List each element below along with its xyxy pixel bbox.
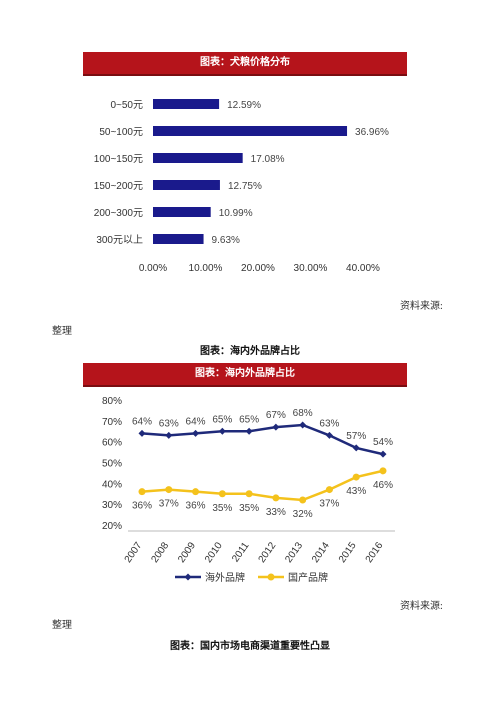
x-tick-label-0: 2007 <box>123 540 145 565</box>
x-tick-label-7: 2014 <box>310 540 332 565</box>
series-1-point-6 <box>299 496 307 504</box>
series-1-point-3 <box>218 490 226 498</box>
category-label-5: 300元以上 <box>96 234 143 246</box>
series-1-point-0 <box>138 488 146 496</box>
x-tick-label-3: 2010 <box>203 540 225 565</box>
caption-1: 图表：海内外品牌占比 <box>200 346 300 357</box>
price-distribution-bar-chart: 0~50元 12.59% 50~100元 36.96% 100~150元 17.08% 15… <box>94 99 389 274</box>
series-1-value-label-9: 46% <box>373 480 393 491</box>
x-tick-label-1: 2008 <box>149 540 171 565</box>
x-tick-label-6: 2013 <box>283 540 305 565</box>
x-tick-label-9: 2016 <box>364 540 386 565</box>
series-0-value-label-0: 64% <box>132 416 152 427</box>
series-line-0 <box>141 423 384 456</box>
y-tick-label-2: 40% <box>102 479 122 490</box>
series-1-value-label-5: 33% <box>266 507 286 518</box>
series-0-value-label-6: 68% <box>293 408 313 419</box>
bar-value-label-0: 12.59% <box>227 100 261 111</box>
series-1-point-9 <box>379 467 387 475</box>
series-1-value-label-2: 36% <box>186 501 206 512</box>
series-1-value-label-3: 35% <box>212 503 232 514</box>
series-1-point-7 <box>325 486 333 494</box>
series-1-value-label-0: 36% <box>132 501 152 512</box>
series-0-point-2 <box>192 429 200 437</box>
series-0-value-label-3: 65% <box>212 414 232 425</box>
bar-3 <box>153 180 220 190</box>
note-label-2: 整理 <box>52 620 72 631</box>
category-label-0: 0~50元 <box>110 100 143 111</box>
series-0-value-label-8: 57% <box>346 431 366 442</box>
bar-0 <box>153 99 220 109</box>
series-0-point-5 <box>272 423 280 431</box>
series-0-point-7 <box>325 431 333 439</box>
bar-5 <box>153 234 204 244</box>
series-0-point-8 <box>352 444 360 452</box>
x-tick-label-4: 40.00% <box>346 263 380 274</box>
source-label-1: 资料来源: <box>400 301 443 312</box>
caption-2: 图表：国内市场电商渠道重要性凸显 <box>170 641 330 652</box>
category-label-4: 200~300元 <box>94 208 143 219</box>
series-0-value-label-7: 63% <box>319 418 339 429</box>
note-label-1: 整理 <box>52 326 72 337</box>
legend-marker-0 <box>184 573 192 581</box>
series-0-point-0 <box>138 429 146 437</box>
legend-marker-1 <box>267 573 275 581</box>
bar-4 <box>153 207 211 217</box>
x-tick-label-5: 2012 <box>257 540 279 565</box>
bar-2 <box>153 153 243 163</box>
series-1-value-label-1: 37% <box>159 499 179 510</box>
bar-value-label-3: 12.75% <box>228 181 262 192</box>
series-0-point-4 <box>245 427 253 435</box>
series-0-point-3 <box>218 427 226 435</box>
x-tick-label-0: 0.00% <box>139 263 167 274</box>
bar-value-label-1: 36.96% <box>355 127 389 138</box>
series-0-value-label-2: 64% <box>186 416 206 427</box>
y-tick-label-5: 70% <box>102 417 122 428</box>
source-label-2: 资料来源: <box>400 601 443 612</box>
series-0-value-label-1: 63% <box>159 418 179 429</box>
x-tick-label-2: 20.00% <box>241 263 275 274</box>
chart1-title-banner: 图表：犬粮价格分布 <box>83 52 407 76</box>
bar-value-label-2: 17.08% <box>251 154 285 165</box>
series-1-point-4 <box>245 490 253 498</box>
y-tick-label-0: 20% <box>102 521 122 532</box>
legend-label-0: 海外品牌 <box>205 571 245 584</box>
series-0-point-6 <box>299 421 307 429</box>
series-1-value-label-7: 37% <box>319 499 339 510</box>
bar-value-label-5: 9.63% <box>212 235 240 246</box>
y-tick-label-6: 80% <box>102 396 122 407</box>
series-1-value-label-6: 32% <box>293 509 313 520</box>
category-label-2: 100~150元 <box>94 154 143 165</box>
x-tick-label-1: 10.00% <box>189 263 223 274</box>
series-1-point-8 <box>352 473 360 481</box>
x-tick-label-4: 2011 <box>230 540 252 564</box>
series-0-value-label-9: 54% <box>373 437 393 448</box>
legend-label-1: 国产品牌 <box>288 571 328 584</box>
series-0-point-9 <box>379 450 387 458</box>
series-1-value-label-8: 43% <box>346 486 366 497</box>
x-tick-label-8: 2015 <box>337 540 359 565</box>
bar-value-label-4: 10.99% <box>219 208 253 219</box>
x-tick-label-3: 30.00% <box>294 263 328 274</box>
category-label-3: 150~200元 <box>94 181 143 192</box>
category-label-1: 50~100元 <box>99 127 143 138</box>
series-1-point-5 <box>272 494 280 502</box>
y-tick-label-1: 30% <box>102 500 122 511</box>
y-tick-label-4: 60% <box>102 438 122 449</box>
series-line-1 <box>141 469 384 502</box>
chart2-title-banner: 图表：海内外品牌占比 <box>83 363 407 387</box>
series-0-point-1 <box>165 431 173 439</box>
x-tick-label-2: 2009 <box>176 540 198 565</box>
series-0-value-label-5: 67% <box>266 410 286 421</box>
series-1-point-1 <box>165 486 173 494</box>
brand-share-line-chart: 20%30%40%50%60%70%80%2007 2008 2009 2010 201… <box>102 396 395 584</box>
bar-1 <box>153 126 348 136</box>
series-1-value-label-4: 35% <box>239 503 259 514</box>
series-1-point-2 <box>192 488 200 496</box>
series-0-value-label-4: 65% <box>239 414 259 425</box>
y-tick-label-3: 50% <box>102 459 122 470</box>
